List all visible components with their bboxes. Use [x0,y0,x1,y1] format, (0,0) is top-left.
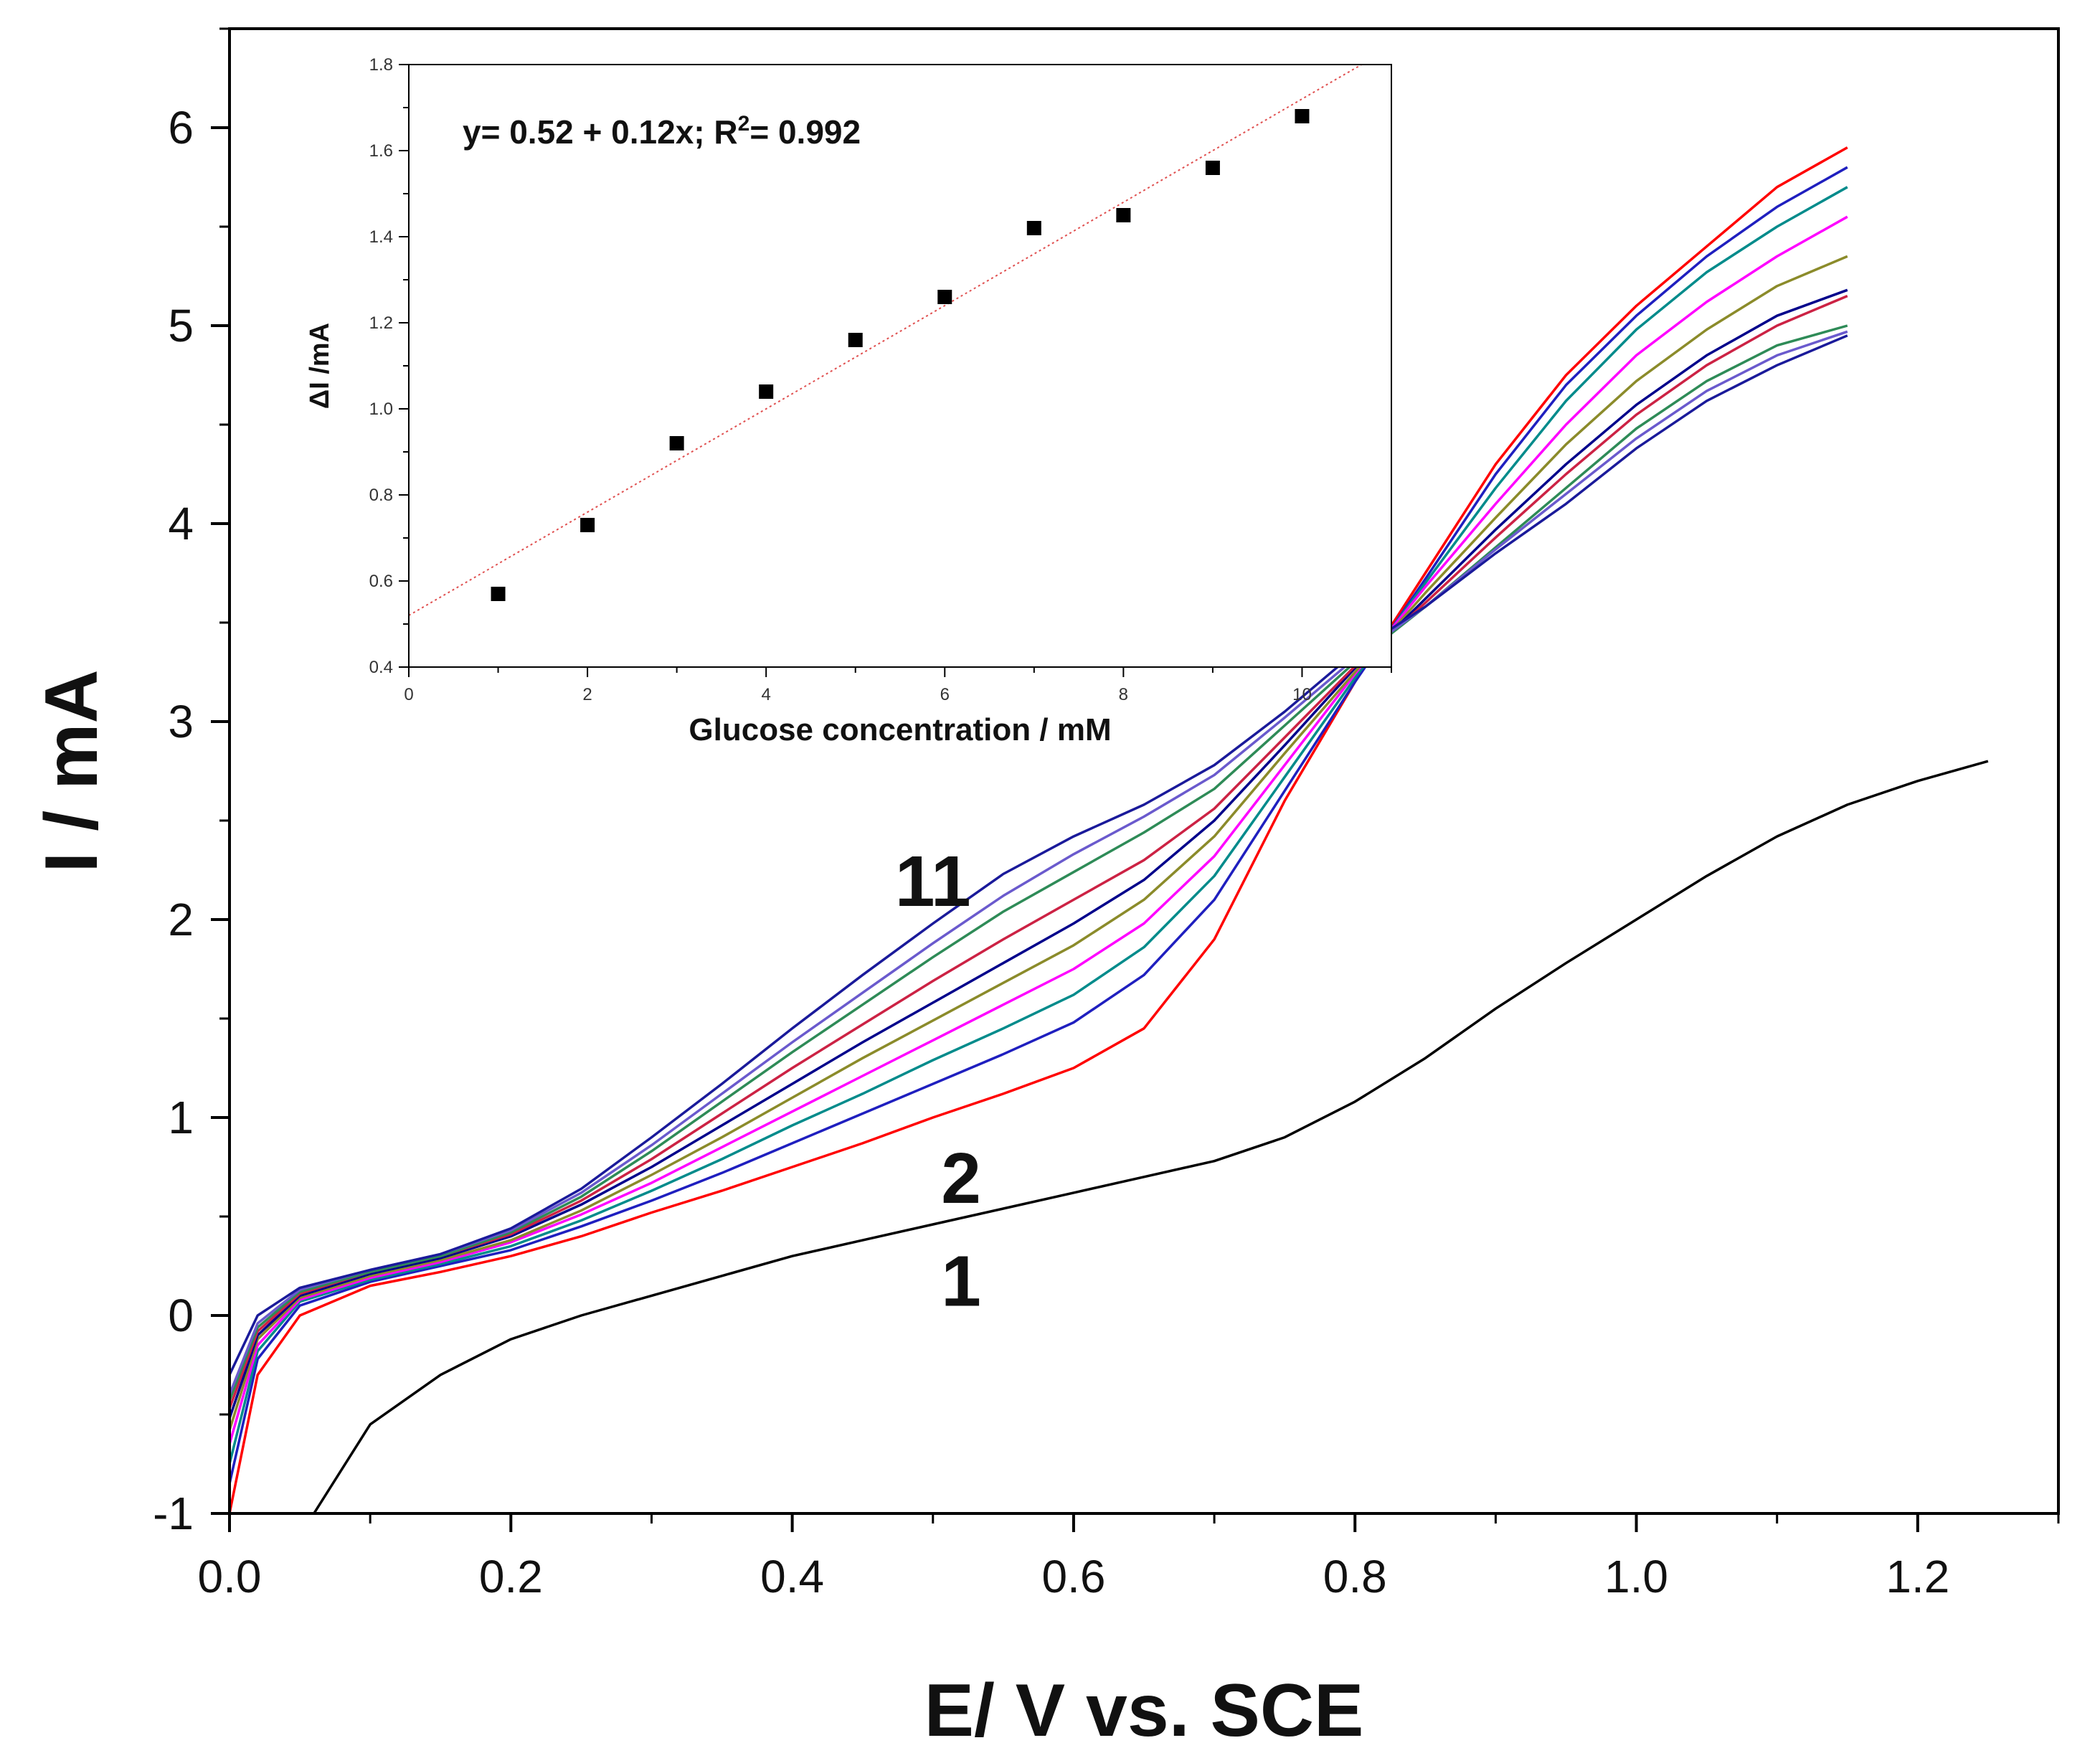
main-plot-frame [228,27,2060,1515]
main-y-ticks: -1 0 1 2 3 4 5 6 [153,27,230,1539]
main-y-tick-label: -1 [153,1488,194,1539]
main-y-tick-label: 0 [168,1290,194,1341]
inset-x-axis-title: Glucose concentration / mM [689,712,1111,747]
inset-data-point [580,518,595,532]
curve-label-1: 1 [941,1241,981,1321]
inset-y-axis-title: ΔI /mA [305,323,335,409]
series-line-1 [313,760,1989,1513]
main-x-tick-label: 1.2 [1886,1551,1949,1602]
inset-data-point [669,436,684,450]
inset-data-point [1295,109,1310,123]
inset-data-point [848,333,863,347]
inset-points-group [491,109,1310,601]
main-x-tick-label: 0.2 [479,1551,543,1602]
main-y-axis-title: I / mA [30,669,113,872]
main-x-tick-label: 0.8 [1323,1551,1387,1602]
main-x-tick-label: 0.6 [1041,1551,1105,1602]
inset-x-tick-label: 4 [762,685,771,704]
equation-tail: = 0.992 [749,113,861,151]
inset-y-tick-label: 0.4 [369,658,393,677]
series-line-4 [230,186,1848,1465]
inset-y-tick-label: 1.8 [369,55,393,75]
inset-x-tick-label: 10 [1292,685,1312,704]
main-y-tick-label: 6 [168,102,194,153]
inset-background [409,65,1391,667]
main-y-tick-label: 2 [168,894,194,945]
series-line-7 [230,288,1848,1419]
series-line-5 [230,215,1848,1445]
main-x-axis-title: E/ V vs. SCE [924,1669,1364,1748]
inset-y-tick-label: 0.8 [369,486,393,505]
inset-y-tick-label: 1.4 [369,227,393,247]
equation-superscript: 2 [738,112,750,136]
equation-main: y= 0.52 + 0.12x; R [463,113,738,151]
inset-y-tick-label: 1.6 [369,141,393,161]
inset-x-tick-label: 8 [1119,685,1128,704]
inset-x-tick-label: 0 [404,685,413,704]
inset-x-ticks: 0 2 4 6 8 10 [404,667,1392,704]
inset-data-point [937,290,952,304]
series-line-11 [230,334,1848,1376]
inset-plot-frame [408,64,1392,668]
main-y-tick-label: 3 [168,696,194,747]
main-x-ticks: 0.0 0.2 0.4 0.6 0.8 1.0 1.2 [198,1513,2060,1602]
inset-x-tick-label: 6 [940,685,950,704]
inset-data-point [491,587,506,601]
main-y-tick-label: 5 [168,300,194,351]
inset-data-point [1026,221,1041,235]
main-x-tick-label: 0.4 [760,1551,824,1602]
main-x-tick-label: 0.0 [198,1551,262,1602]
series-line-2 [230,146,1848,1513]
series-line-9 [230,324,1848,1402]
inset-x-tick-label: 2 [582,685,592,704]
main-x-tick-label: 1.0 [1604,1551,1668,1602]
inset-y-tick-label: 0.6 [369,572,393,591]
inset-regression-equation: y= 0.52 + 0.12x; R2= 0.992 [463,112,861,151]
main-y-tick-label: 4 [168,498,194,549]
series-line-3 [230,166,1848,1484]
curve-label-11: 11 [895,841,971,922]
inset-data-point [1116,208,1131,222]
main-plot: 0.0 0.2 0.4 0.6 0.8 1.0 1.2 -1 0 1 2 3 4 5 6 E/ V vs.… [30,27,2060,1748]
main-series-group [230,146,1989,1513]
inset-y-tick-label: 1.2 [369,313,393,333]
inset-plot: 0 2 4 6 8 10 0.4 0.6 0.8 1.0 1.2 1.4 1.6 1.8 y= 0.52… [305,55,1392,747]
inset-data-point [759,384,774,399]
series-line-6 [230,255,1848,1431]
inset-y-tick-label: 1.0 [369,400,393,419]
inset-y-ticks: 0.4 0.6 0.8 1.0 1.2 1.4 1.6 1.8 [369,55,409,677]
main-y-tick-label: 1 [168,1092,194,1143]
curve-label-2: 2 [941,1138,981,1219]
inset-data-point [1205,161,1220,175]
